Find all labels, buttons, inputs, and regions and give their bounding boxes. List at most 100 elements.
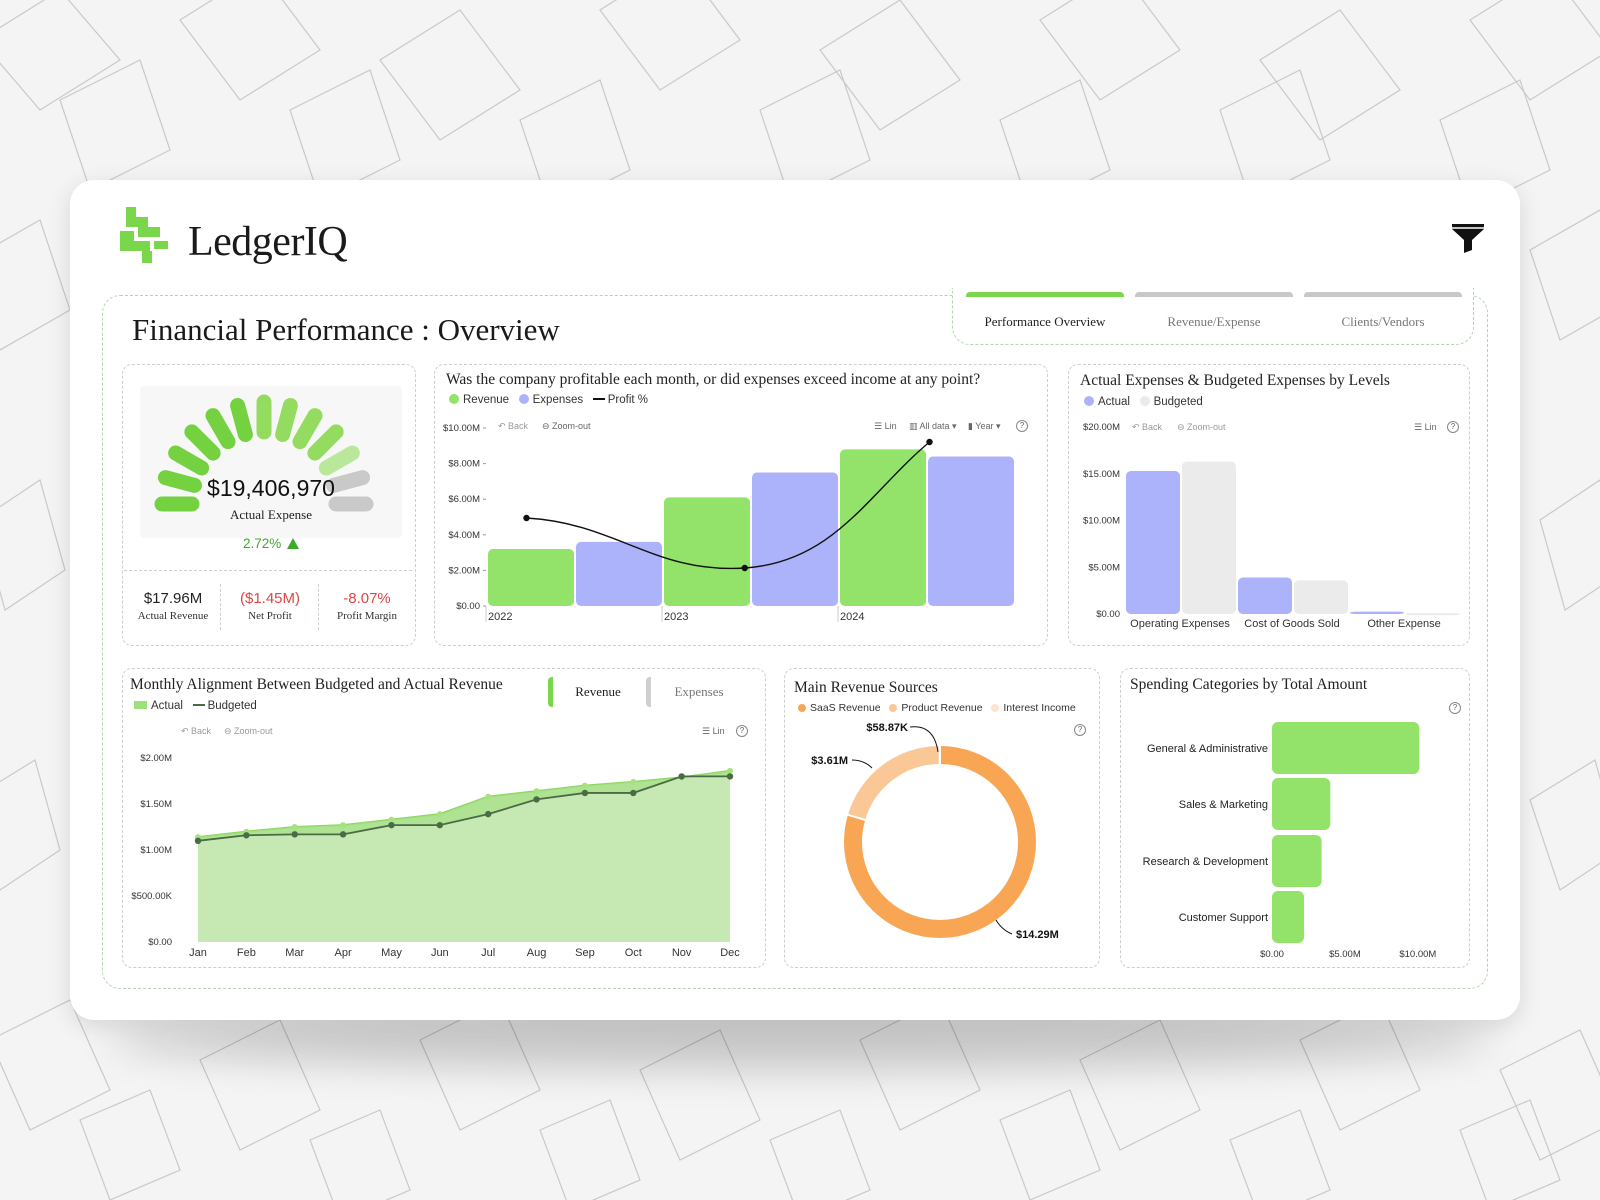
legend-label: Interest Income xyxy=(1003,702,1076,714)
all-data-dropdown[interactable]: ▥ All data ▾ xyxy=(909,421,957,431)
gauge-segment xyxy=(168,445,210,476)
zoom-out-button[interactable]: ⊖ Zoom-out xyxy=(542,421,591,431)
x-tick-label: Jul xyxy=(481,947,495,959)
data-label: $14.29M xyxy=(1016,929,1059,941)
kpi-value: -8.07% xyxy=(343,590,391,607)
legend-swatch xyxy=(449,394,459,404)
bar-expenses xyxy=(752,472,838,606)
zoom-out-label: Zoom-out xyxy=(234,726,273,736)
y-tick-label: $0.00 xyxy=(148,937,172,948)
kpi-actual-revenue: $17.96M Actual Revenue xyxy=(126,590,220,622)
content-frame xyxy=(102,295,1488,989)
legend-label: Budgeted xyxy=(207,700,257,712)
budgeted-point xyxy=(678,773,685,780)
kpi-label: Actual Revenue xyxy=(137,610,209,622)
tab-revenue-expense[interactable]: Revenue/Expense xyxy=(1135,292,1293,347)
budgeted-point xyxy=(484,810,492,818)
filter-icon[interactable] xyxy=(1450,222,1486,254)
lin-button[interactable]: ☰ Lin xyxy=(874,421,897,431)
lin-label: Lin xyxy=(1424,422,1437,432)
legend-swatch xyxy=(1139,396,1150,406)
year-label: Year xyxy=(975,421,994,431)
zoom-out-button[interactable]: ⊖ Zoom-out xyxy=(1177,422,1226,432)
budgeted-point xyxy=(388,821,395,829)
x-tick-label: Apr xyxy=(335,947,352,959)
monthly-area-chart: $0.00 $500.00K $1.00M $1.50M $2.00M Jan Feb Mar… xyxy=(131,753,740,959)
legend-label: Revenue xyxy=(463,394,510,406)
tab-performance-overview[interactable]: Performance Overview xyxy=(966,292,1124,347)
help-icon[interactable]: ? xyxy=(1016,420,1028,432)
bar-budgeted xyxy=(1406,613,1460,616)
y-tick-label: $5.00M xyxy=(1088,562,1120,573)
bar-spending xyxy=(1272,722,1420,774)
x-tick-label: May xyxy=(381,947,402,959)
variance-band xyxy=(198,770,730,841)
x-tick-label: Other Expense xyxy=(1367,618,1440,630)
legend-label: Expenses xyxy=(532,394,584,406)
help-icon[interactable]: ? xyxy=(1447,421,1459,433)
x-tick-label: Cost of Goods Sold xyxy=(1244,618,1339,630)
profit-point xyxy=(926,438,933,446)
legend-label: SaaS Revenue xyxy=(810,702,881,714)
back-button[interactable]: ↶ Back xyxy=(498,421,529,431)
legend-label: Product Revenue xyxy=(901,702,983,714)
legend-label: Budgeted xyxy=(1153,396,1203,408)
zoom-out-button[interactable]: ⊖ Zoom-out xyxy=(224,726,273,736)
x-tick-label: 2023 xyxy=(664,611,688,623)
kpi-value: $17.96M xyxy=(143,590,203,607)
budgeted-point xyxy=(243,832,250,839)
y-tick-label: Customer Support xyxy=(1179,912,1268,924)
back-button[interactable]: ↶ Back xyxy=(181,726,212,736)
x-tick-label: Aug xyxy=(527,947,547,959)
lin-button[interactable]: ☰ Lin xyxy=(1414,422,1437,432)
kpi-divider xyxy=(220,584,221,630)
actual-point xyxy=(485,793,492,800)
bar-budgeted xyxy=(1182,461,1236,614)
legend-line-swatch xyxy=(592,398,605,400)
help-icon[interactable]: ? xyxy=(736,725,748,737)
spending-bar-chart: General & Administrative Sales & Marketin… xyxy=(1143,722,1436,960)
kpi-value: ($1.45M) xyxy=(239,590,301,607)
kpi-profit-margin: -8.07% Profit Margin xyxy=(320,590,414,622)
zoom-out-label: Zoom-out xyxy=(1187,422,1226,432)
legend-label: Actual xyxy=(1098,396,1130,408)
bar-actual xyxy=(1350,611,1404,614)
y-tick-label: $10.00M xyxy=(1083,516,1120,527)
x-tick-label: Jun xyxy=(431,947,449,959)
legend-line-swatch xyxy=(192,704,205,706)
y-tick-label: $0.00 xyxy=(456,601,480,612)
toggle-expenses[interactable]: Expenses xyxy=(646,677,747,707)
gauge-segment xyxy=(318,445,360,476)
toggle-revenue[interactable]: Revenue xyxy=(548,677,643,707)
legend-swatch xyxy=(518,394,529,404)
triangle-up-icon xyxy=(287,538,300,549)
zoom-out-label: Zoom-out xyxy=(552,421,591,431)
label-leader xyxy=(909,726,939,753)
back-label: Back xyxy=(1142,422,1163,432)
back-label: Back xyxy=(191,726,212,736)
y-tick-label: $10.00M xyxy=(443,423,480,434)
year-dropdown[interactable]: ▮ Year ▾ xyxy=(968,421,1001,431)
x-tick-label: Sep xyxy=(575,947,595,959)
monthly-chart-legend: Actual Budgeted xyxy=(134,700,257,712)
x-tick-label: Nov xyxy=(672,947,692,959)
x-tick-label: Oct xyxy=(625,947,642,959)
budgeted-point xyxy=(533,796,540,803)
data-label: $58.87K xyxy=(866,722,908,734)
help-icon[interactable]: ? xyxy=(1074,724,1086,736)
lin-button[interactable]: ☰ Lin xyxy=(702,726,725,736)
kpi-divider xyxy=(124,570,412,571)
x-tick-label: $5.00M xyxy=(1329,949,1361,960)
sources-chart-title: Main Revenue Sources xyxy=(794,679,938,696)
tab-clients-vendors[interactable]: Clients/Vendors xyxy=(1304,292,1462,347)
profit-chart-legend: Revenue Expenses Profit % xyxy=(449,394,648,406)
y-tick-label: Research & Development xyxy=(1143,856,1268,868)
gauge-segment xyxy=(292,408,323,450)
help-icon[interactable]: ? xyxy=(1449,702,1461,714)
gauge-segment xyxy=(205,408,236,450)
budgeted-point xyxy=(194,837,202,844)
brand-name: LedgerIQ xyxy=(188,219,348,265)
back-button[interactable]: ↶ Back xyxy=(1132,422,1163,432)
y-tick-label: Sales & Marketing xyxy=(1179,799,1268,811)
y-tick-label: $2.00M xyxy=(140,753,172,764)
